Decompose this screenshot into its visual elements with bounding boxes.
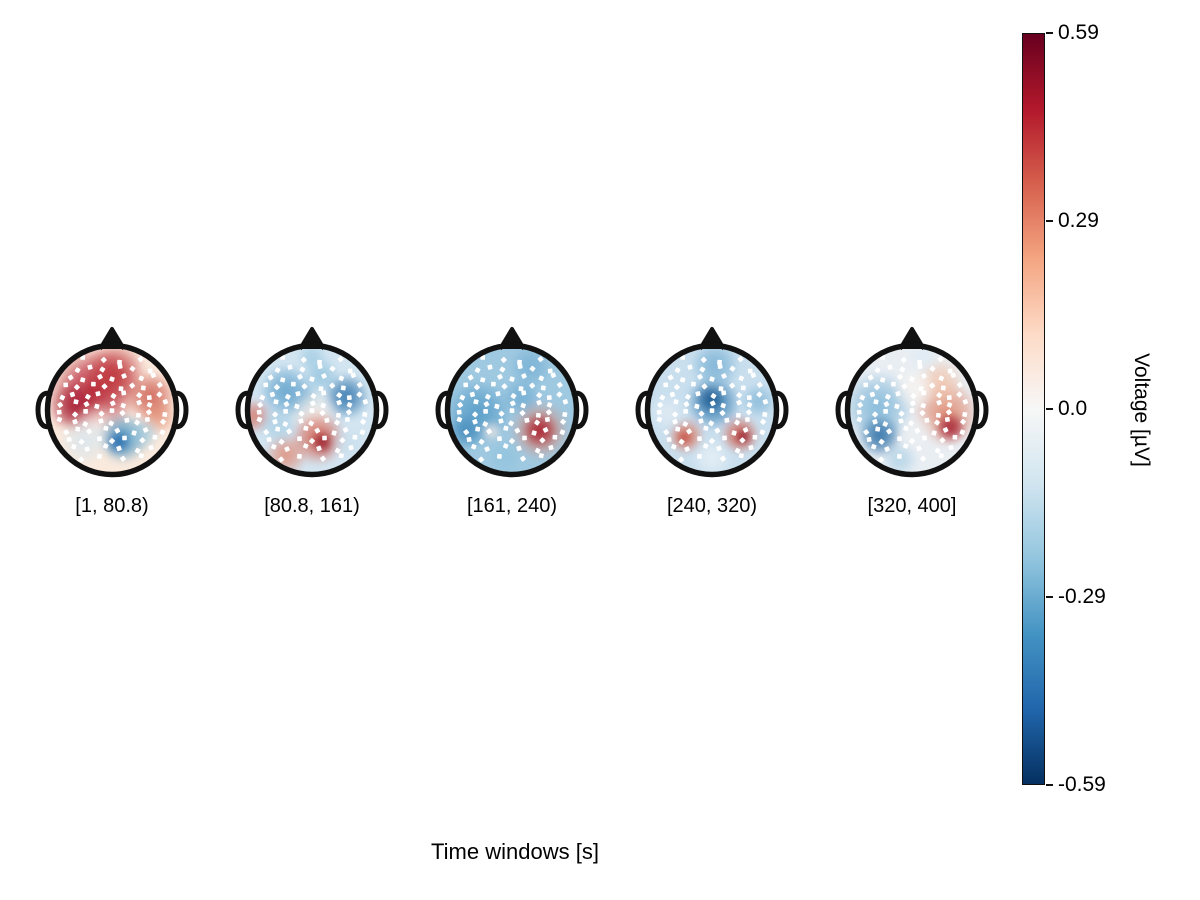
colorbar-tick <box>1046 784 1053 786</box>
head-ear-left <box>635 390 653 430</box>
colorbar <box>1022 33 1045 785</box>
sensor-markers <box>56 355 169 463</box>
colorbar-tick-label: 0.29 <box>1058 209 1099 232</box>
sensor-markers <box>256 355 369 463</box>
voltage-field <box>50 348 174 472</box>
sensor-markers <box>456 355 569 463</box>
colorbar-tick-label: 0.0 <box>1058 397 1088 420</box>
time-window-label: [320, 400] <box>867 495 957 517</box>
time-window-label: [240, 320) <box>666 495 758 517</box>
topomap-svg <box>35 327 189 478</box>
head-ear-right <box>171 390 189 430</box>
topomap-window-5 <box>812 310 1012 510</box>
colorbar-tick <box>1046 408 1053 410</box>
head-ear-right <box>371 390 389 430</box>
head-ear-right <box>771 390 789 430</box>
colorbar-axis-label: Voltage [µV] <box>1130 353 1153 467</box>
head-outline <box>844 342 980 478</box>
colorbar-gradient <box>1023 34 1044 784</box>
voltage-field <box>850 348 974 472</box>
x-axis-label: Time windows [s] <box>431 839 599 864</box>
colorbar-tick-label: 0.59 <box>1058 21 1099 44</box>
voltage-field <box>650 348 774 472</box>
topomap-window-2 <box>212 310 412 510</box>
topomap-svg <box>435 327 589 478</box>
sensor-markers <box>856 355 969 463</box>
colorbar-tick <box>1046 596 1053 598</box>
head-ear-left <box>235 390 253 430</box>
colorbar-tick-label: -0.59 <box>1058 773 1106 796</box>
time-window-label: [161, 240) <box>466 495 558 517</box>
colorbar-tick <box>1046 220 1053 222</box>
head-ear-left <box>435 390 453 430</box>
colorbar-tick-label: -0.29 <box>1058 585 1106 608</box>
voltage-field <box>250 348 374 472</box>
head-outline <box>44 342 180 478</box>
topomap-svg <box>835 327 989 478</box>
colorbar-tick <box>1046 32 1053 34</box>
topomap-window-1 <box>12 310 212 510</box>
head-ear-left <box>35 390 53 430</box>
head-ear-right <box>971 390 989 430</box>
topomap-window-4 <box>612 310 812 510</box>
head-outline <box>444 342 580 478</box>
head-outline <box>244 342 380 478</box>
topomap-svg <box>235 327 389 478</box>
sensor-markers <box>656 355 769 463</box>
time-window-label: [80.8, 161) <box>264 495 360 517</box>
head-outline <box>644 342 780 478</box>
head-ear-right <box>571 390 589 430</box>
time-window-label: [1, 80.8) <box>75 495 149 517</box>
head-ear-left <box>835 390 853 430</box>
voltage-field <box>450 348 574 472</box>
topomap-svg <box>635 327 789 478</box>
topomap-window-3 <box>412 310 612 510</box>
